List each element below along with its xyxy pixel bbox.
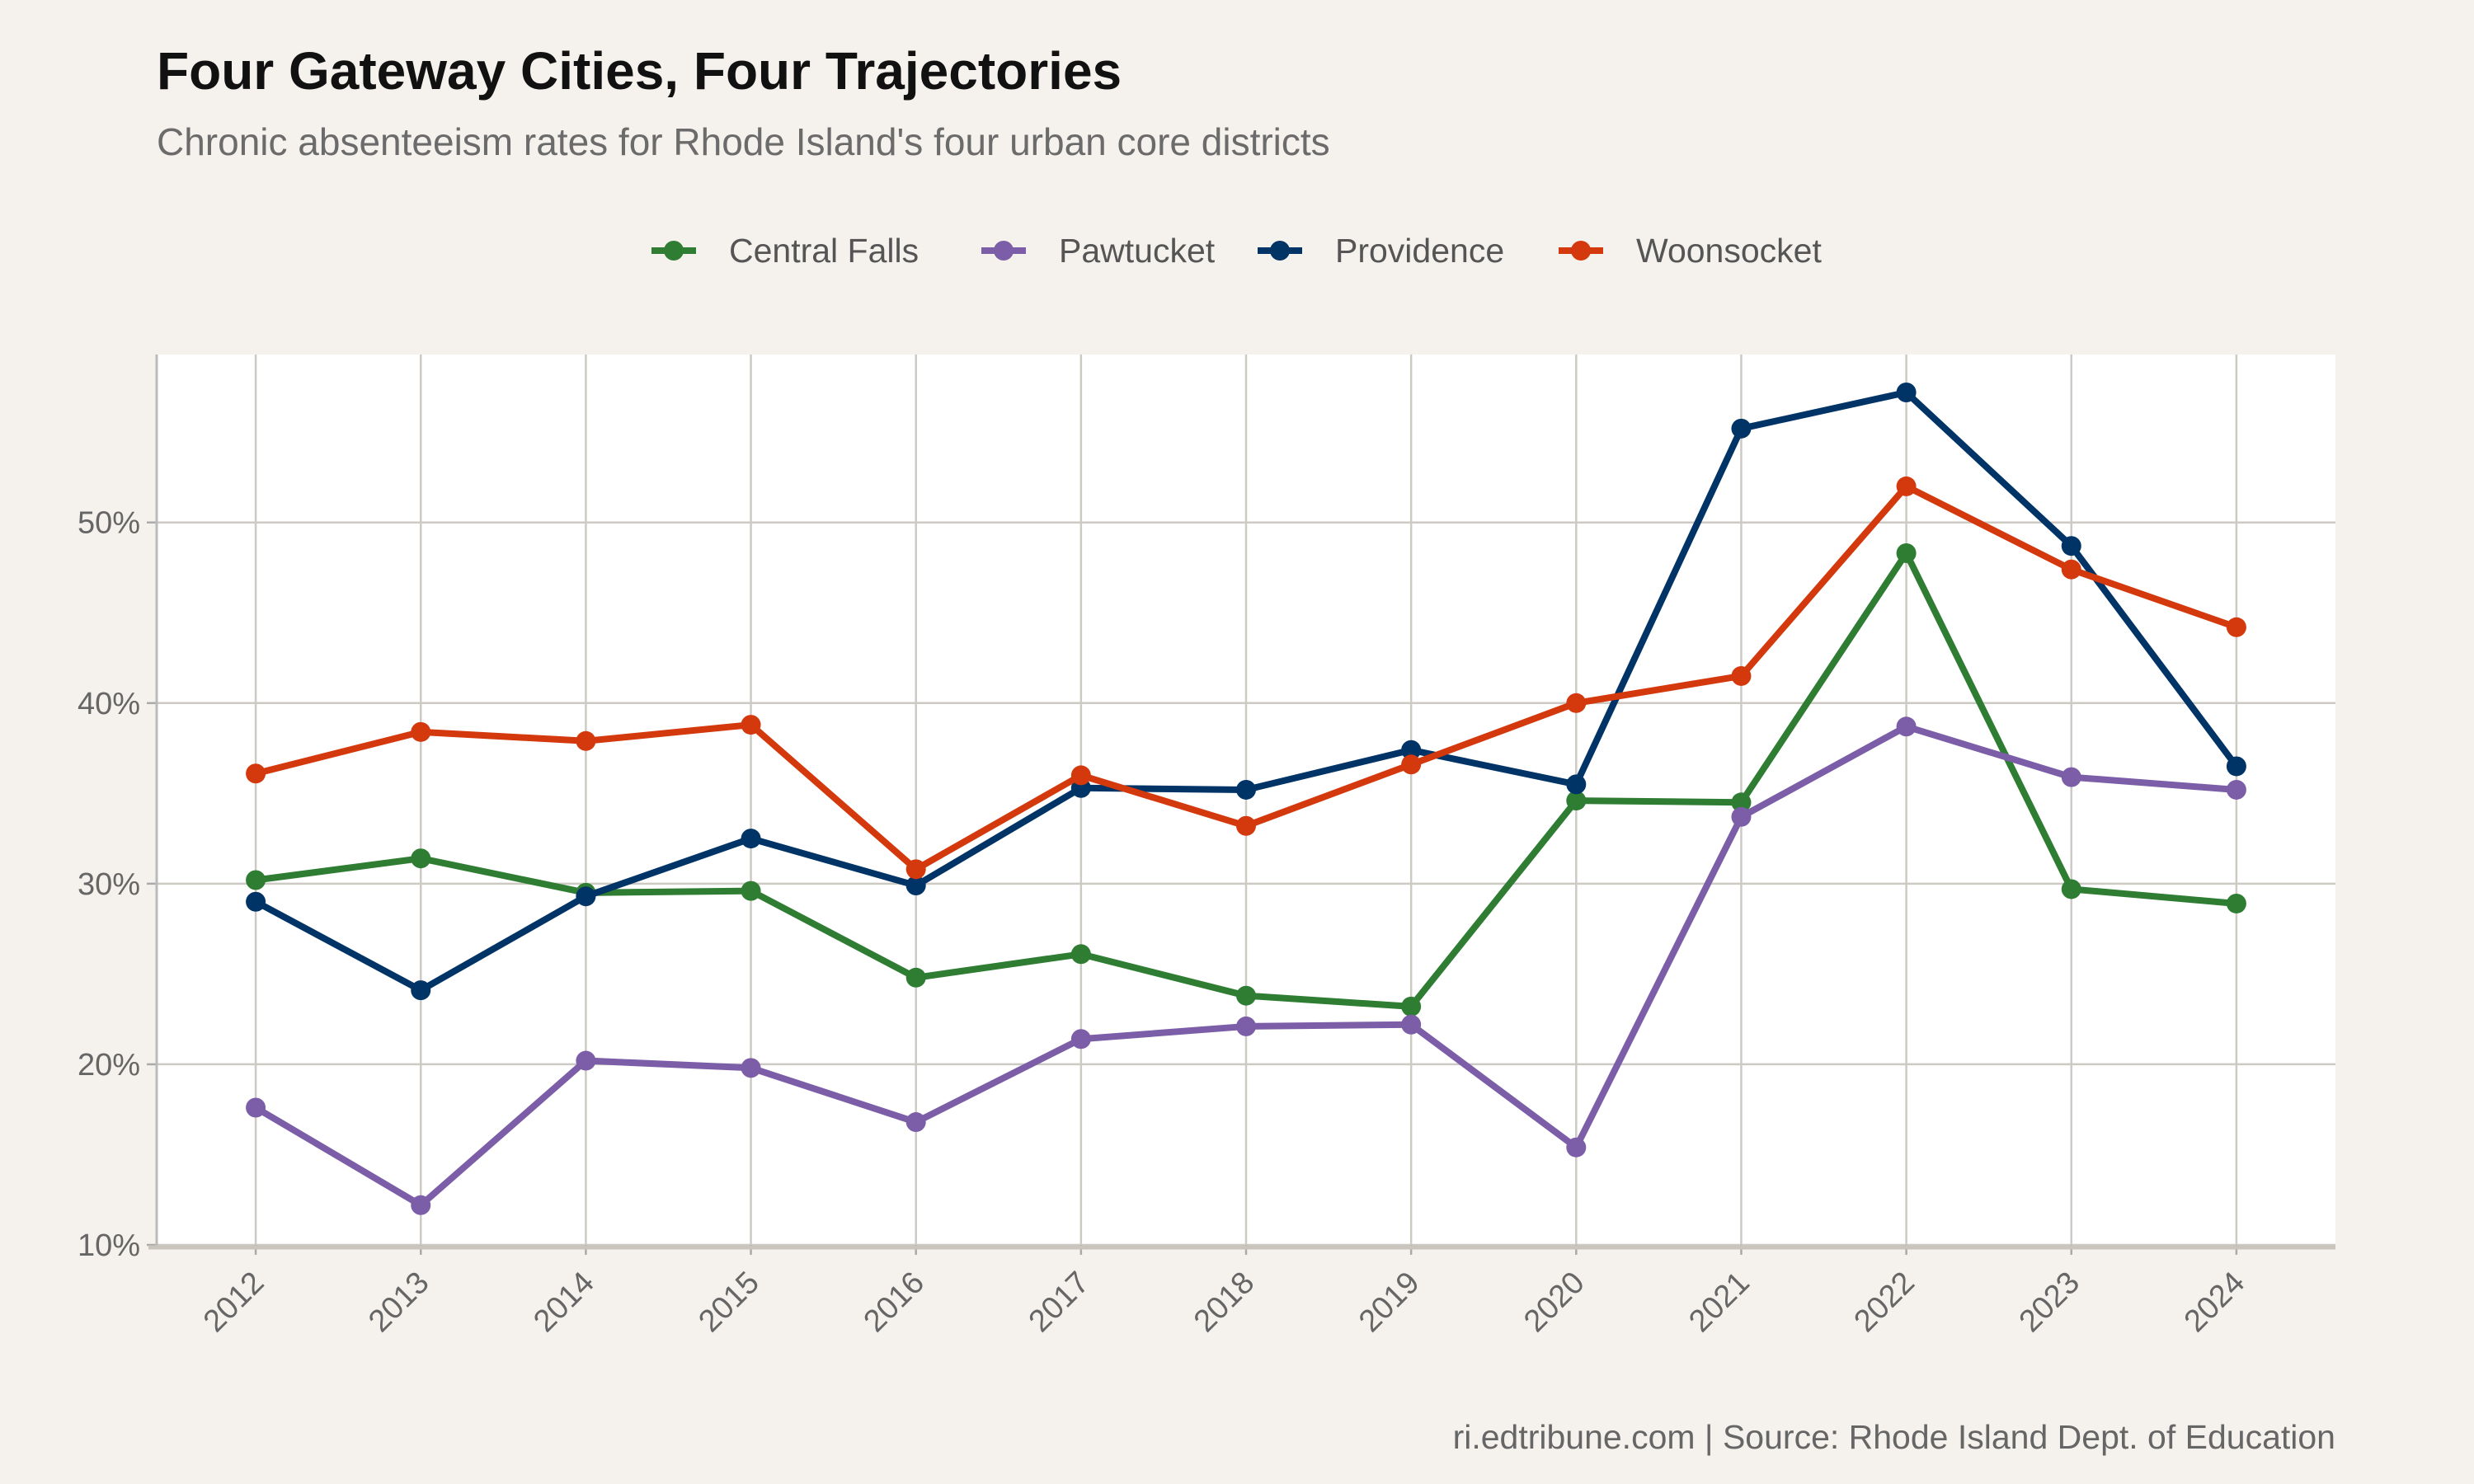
series-providence [246, 383, 2246, 1001]
data-point [905, 967, 926, 988]
x-tick-label: 2020 [1517, 1266, 1591, 1339]
x-tick-label: 2018 [1188, 1266, 1261, 1339]
y-tick-label: 40% [78, 687, 140, 721]
data-point [1236, 779, 1256, 800]
legend-marker [994, 241, 1014, 261]
legend-label: Pawtucket [1059, 232, 1216, 270]
x-tick-label: 2024 [2178, 1266, 2251, 1339]
data-point [411, 980, 431, 1001]
data-point [246, 870, 266, 890]
legend-label: Woonsocket [1636, 232, 1822, 270]
chart-title: Four Gateway Cities, Four Trajectories [157, 41, 1122, 101]
data-point [1896, 383, 1917, 403]
legend-marker [1571, 241, 1591, 261]
data-point [246, 1097, 266, 1118]
data-point [576, 1050, 596, 1071]
legend-label: Providence [1335, 232, 1504, 270]
data-point [1070, 944, 1091, 965]
data-point [741, 715, 761, 735]
legend-marker [664, 241, 684, 261]
series-woonsocket [246, 476, 2246, 880]
data-point [1566, 774, 1587, 795]
legend-item: Pawtucket [981, 232, 1216, 270]
data-point [1731, 665, 1752, 686]
x-tick-label: 2014 [527, 1266, 600, 1339]
series-pawtucket [246, 716, 2246, 1215]
data-point [1731, 418, 1752, 439]
x-tick-label: 2019 [1352, 1266, 1426, 1339]
data-point [1896, 716, 1917, 737]
x-tick-label: 2012 [197, 1266, 270, 1339]
x-tick-label: 2016 [858, 1266, 931, 1339]
data-point [905, 876, 926, 896]
grid [157, 355, 2335, 1247]
data-point [246, 763, 266, 784]
x-tick-label: 2021 [1682, 1266, 1756, 1339]
data-point [1731, 806, 1752, 827]
data-point [2226, 617, 2246, 637]
data-point [2226, 779, 2246, 800]
legend-item: Woonsocket [1559, 232, 1822, 270]
data-point [2226, 756, 2246, 777]
data-point [1896, 476, 1917, 496]
data-point [1401, 754, 1422, 775]
data-point [1070, 765, 1091, 786]
x-tick-label: 2023 [2013, 1266, 2086, 1339]
data-point [411, 1195, 431, 1215]
data-point [411, 848, 431, 869]
legend-marker [1270, 241, 1290, 261]
legend-item: Central Falls [651, 232, 919, 270]
data-point [741, 829, 761, 849]
data-point [905, 1112, 926, 1133]
y-tick-label: 20% [78, 1048, 140, 1082]
x-tick-label: 2017 [1023, 1266, 1096, 1339]
legend-label: Central Falls [729, 232, 919, 270]
data-point [2226, 893, 2246, 913]
data-point [411, 721, 431, 742]
data-point [246, 891, 266, 912]
data-point [1566, 693, 1587, 713]
data-point [1401, 1014, 1422, 1035]
data-point [576, 730, 596, 751]
x-tick-label: 2013 [362, 1266, 435, 1339]
y-tick-label: 10% [78, 1228, 140, 1263]
data-point [1566, 1137, 1587, 1158]
data-point [576, 886, 596, 907]
legend-item: Providence [1258, 232, 1504, 270]
x-tick-label: 2022 [1847, 1266, 1921, 1339]
data-point [1896, 542, 1917, 563]
data-point [1731, 792, 1752, 813]
data-point [741, 881, 761, 901]
chart-subtitle: Chronic absenteeism rates for Rhode Isla… [157, 120, 1330, 163]
data-point [2061, 767, 2081, 787]
data-point [2061, 559, 2081, 580]
data-point [2061, 536, 2081, 556]
series-group [246, 383, 2246, 1215]
data-point [741, 1058, 761, 1078]
chart-caption: ri.edtribune.com | Source: Rhode Island … [1453, 1418, 2335, 1456]
data-point [2061, 879, 2081, 899]
x-tick-label: 2015 [692, 1266, 765, 1339]
data-point [1070, 1029, 1091, 1050]
y-tick-label: 30% [78, 867, 140, 902]
data-point [1401, 996, 1422, 1017]
legend: Central Falls Pawtucket Providence Woonsock… [651, 232, 1822, 270]
y-tick-label: 50% [78, 506, 140, 541]
data-point [1236, 815, 1256, 836]
data-point [1566, 791, 1587, 811]
data-point [1236, 985, 1256, 1006]
data-point [1236, 1016, 1256, 1036]
data-point [905, 859, 926, 880]
data-point [1401, 740, 1422, 760]
